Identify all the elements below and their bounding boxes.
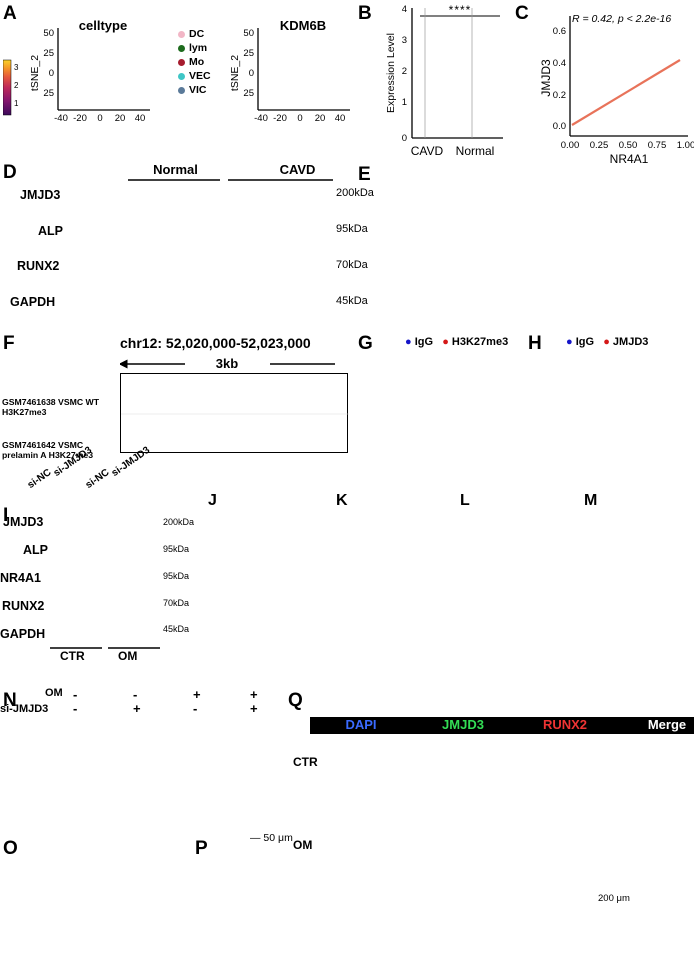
svg-text:KDM6B: KDM6B <box>280 18 326 33</box>
svg-text:0.4: 0.4 <box>553 58 566 69</box>
svg-text:0: 0 <box>49 68 54 79</box>
svg-text:0.50: 0.50 <box>619 140 638 151</box>
svg-text:0.6: 0.6 <box>553 26 566 37</box>
svg-text:1: 1 <box>402 97 407 108</box>
svg-text:50: 50 <box>43 28 54 39</box>
svg-text:20: 20 <box>115 113 126 124</box>
svg-text:40: 40 <box>335 113 346 124</box>
svg-text:25: 25 <box>43 88 54 99</box>
svg-text:0.75: 0.75 <box>648 140 667 151</box>
svg-text:celltype: celltype <box>79 18 127 33</box>
svg-text:0: 0 <box>402 133 407 144</box>
svg-text:Normal: Normal <box>456 144 495 158</box>
svg-text:3kb: 3kb <box>216 356 238 371</box>
svg-text:-20: -20 <box>73 113 87 124</box>
svg-text:0.00: 0.00 <box>561 140 580 151</box>
svg-text:0: 0 <box>249 68 254 79</box>
svg-text:****: **** <box>449 3 472 17</box>
svg-text:0: 0 <box>297 113 302 124</box>
svg-text:3: 3 <box>402 35 407 46</box>
svg-text:25: 25 <box>243 88 254 99</box>
svg-text:0.0: 0.0 <box>553 121 566 132</box>
svg-text:CAVD: CAVD <box>411 144 444 158</box>
svg-text:2: 2 <box>402 66 407 77</box>
svg-text:-40: -40 <box>54 113 68 124</box>
svg-text:Expression Level: Expression Level <box>385 33 397 113</box>
svg-text:40: 40 <box>135 113 146 124</box>
svg-text:1: 1 <box>14 99 19 108</box>
svg-text:-40: -40 <box>254 113 268 124</box>
svg-text:0.25: 0.25 <box>590 140 609 151</box>
svg-text:tSNE_2: tSNE_2 <box>29 55 41 91</box>
svg-text:-20: -20 <box>273 113 287 124</box>
svg-text:0.2: 0.2 <box>553 90 566 101</box>
svg-text:tSNE_2: tSNE_2 <box>229 55 241 91</box>
svg-text:0: 0 <box>97 113 102 124</box>
svg-text:2: 2 <box>14 81 19 90</box>
svg-text:25: 25 <box>43 48 54 59</box>
svg-text:50: 50 <box>243 28 254 39</box>
svg-text:25: 25 <box>243 48 254 59</box>
svg-text:R = 0.42, p < 2.2e-16: R = 0.42, p < 2.2e-16 <box>572 13 671 25</box>
svg-text:JMJD3: JMJD3 <box>540 59 553 97</box>
svg-text:4: 4 <box>402 4 407 15</box>
svg-text:20: 20 <box>315 113 326 124</box>
svg-text:3: 3 <box>14 63 19 72</box>
svg-text:1.00: 1.00 <box>677 140 694 151</box>
